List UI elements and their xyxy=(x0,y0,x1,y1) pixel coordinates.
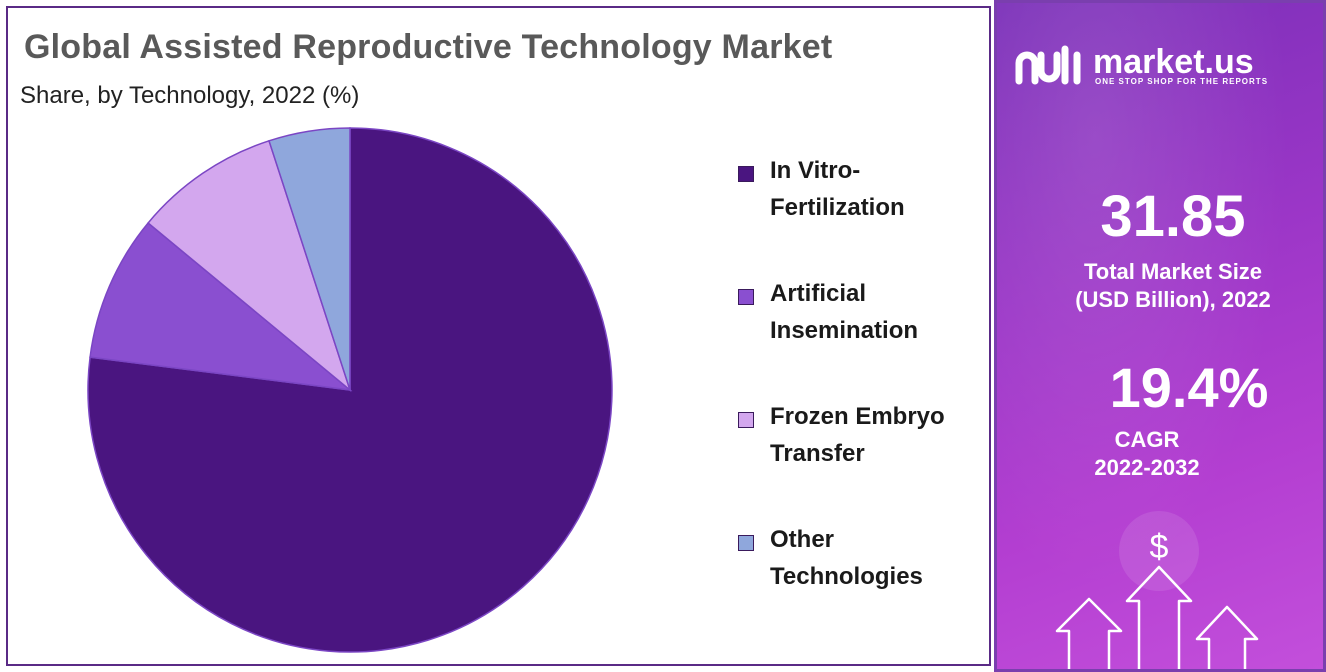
panel-overlay xyxy=(997,3,1323,669)
legend-label-line: Technologies xyxy=(770,563,923,590)
legend-swatch-other-technologies xyxy=(738,535,754,551)
summary-panel: market.us ONE STOP SHOP FOR THE REPORTS … xyxy=(994,0,1326,672)
legend-label-line: Other xyxy=(770,526,835,553)
cagr-value: 19.4% xyxy=(1109,356,1269,419)
legend-swatch-artificial-insemination xyxy=(738,289,754,305)
pie-chart xyxy=(87,127,613,653)
pie-slice-artificial-insemination xyxy=(89,221,353,392)
arrow-up-icon xyxy=(1195,605,1259,669)
dollar-icon: $ xyxy=(1150,528,1169,566)
legend-label-line: Fertilization xyxy=(770,194,905,221)
chart-title: Global Assisted Reproductive Technology … xyxy=(24,28,833,66)
legend-label-line: Frozen Embryo xyxy=(770,403,945,430)
brand-logo-icon xyxy=(1015,45,1081,85)
coin-glow xyxy=(1119,511,1199,591)
market-size-unit-label: (USD Billion), 2022 xyxy=(1075,287,1271,312)
legend-label-line: Transfer xyxy=(770,440,865,467)
arrow-up-icon xyxy=(1125,565,1193,669)
chart-subtitle: Share, by Technology, 2022 (%) xyxy=(20,82,360,109)
growth-decoration: $ xyxy=(1055,511,1259,669)
market-size-value: 31.85 xyxy=(1100,184,1246,249)
arrow-up-icon xyxy=(1055,597,1123,669)
legend-label-line: Insemination xyxy=(770,317,919,344)
brand-tagline: ONE STOP SHOP FOR THE REPORTS xyxy=(1095,77,1269,86)
legend-swatch-frozen-embryo-transfer xyxy=(738,412,754,428)
pie-slice-frozen-embryo-transfer xyxy=(147,139,352,393)
legend-swatch-ivf xyxy=(738,166,754,182)
pie-slice-other-technologies xyxy=(268,127,351,391)
brand-logo: market.us ONE STOP SHOP FOR THE REPORTS xyxy=(1015,43,1315,93)
market-size-label: Total Market Size xyxy=(1083,259,1263,284)
cagr-period-label: 2022-2032 xyxy=(1094,455,1200,480)
brand-name: market.us xyxy=(1093,43,1254,81)
cagr-label: CAGR xyxy=(1114,427,1180,452)
legend-label-line: Artificial xyxy=(770,280,867,307)
legend-label-line: In Vitro- xyxy=(770,157,861,184)
